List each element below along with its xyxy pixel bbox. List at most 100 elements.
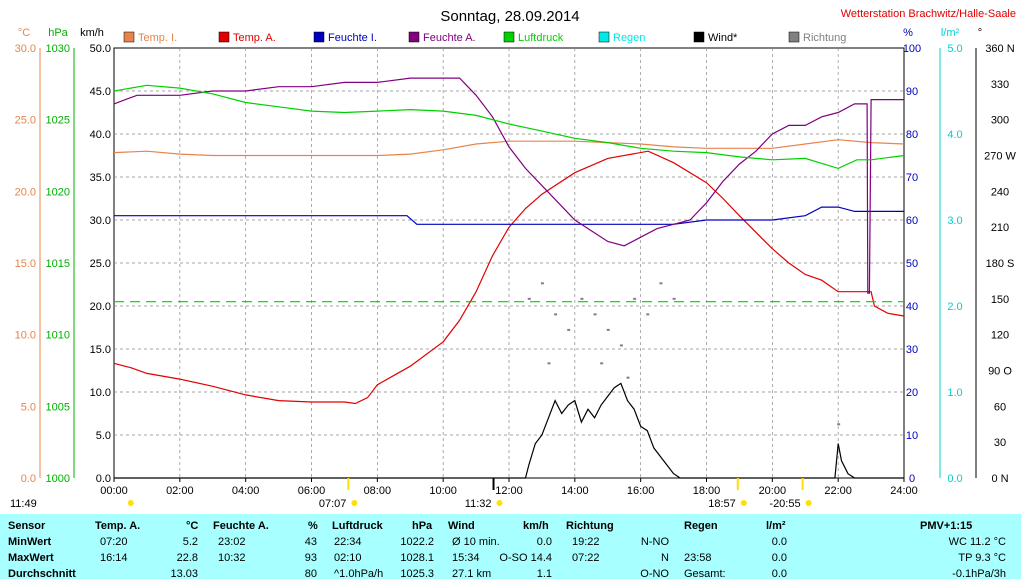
rain-axis-tick: 4.0 [947, 129, 962, 141]
direction-axis-tick: 330 [991, 79, 1009, 91]
humidity-axis-tick: 90 [906, 86, 918, 98]
stats-cell-press-time: 02:10 [334, 552, 362, 564]
stats-header-humidity: Feuchte A. [213, 520, 269, 532]
stats-cell-press-val: 1028.1 [400, 552, 434, 564]
stats-header-pmv: PMV+1:15 [920, 520, 973, 532]
station-name: Wetterstation Brachwitz/Halle-Saale [841, 8, 1016, 20]
stats-cell-dir-time: 07:22 [572, 552, 600, 564]
stats-header-direction: Richtung [566, 520, 614, 532]
x-tick-label: 02:00 [166, 485, 194, 497]
sun-icon [805, 500, 812, 506]
direction-axis-tick: 210 [991, 222, 1009, 234]
stats-cell-wind-val: O-SO 14.4 [499, 552, 552, 564]
x-tick-label: 14:00 [561, 485, 589, 497]
series-line-temp-a [113, 150, 905, 405]
wind-axis-tick: 10.0 [90, 387, 111, 399]
wind-axis-tick: 5.0 [96, 430, 111, 442]
legend-swatch-6 [693, 31, 705, 43]
stats-cell-temp-val: 13.03 [170, 568, 198, 580]
rain-axis-tick: 0.0 [947, 473, 962, 485]
legend-swatch-5 [598, 31, 610, 43]
stats-header-rain-unit: l/m² [766, 520, 786, 532]
sun-markers: 11:49 07:07 11:32 18:57 -20:55 [10, 478, 812, 510]
direction-point [646, 313, 650, 316]
temp-axis-tick: 25.0 [15, 115, 36, 127]
rain-axis-tick: 5.0 [947, 43, 962, 55]
pressure-axis-tick: 1030 [46, 43, 70, 55]
series-line-feuchte-a [113, 77, 904, 294]
direction-point [619, 344, 623, 347]
direction-axis-tick: 120 [991, 330, 1009, 342]
temp-axis-tick: 30.0 [15, 43, 36, 55]
humidity-axis-tick: 20 [906, 387, 918, 399]
legend-swatch-1 [218, 31, 230, 43]
legend-label-2: Feuchte I. [328, 32, 377, 44]
stats-cell-rain-time: Gesamt: [684, 568, 726, 580]
rain-axis-tick: 2.0 [947, 301, 962, 313]
legend-swatch-3 [408, 31, 420, 43]
direction-axis-tick: 60 [994, 401, 1006, 413]
legend-label-0: Temp. I. [138, 32, 177, 44]
stats-header-temp: Temp. A. [95, 520, 141, 532]
stats-row-durchschnitt: Durchschnitt 13.03 80 ^1.0hPa/h 1025.3 27.1 k… [0, 566, 1021, 582]
direction-axis-tick: 300 [991, 115, 1009, 127]
stats-cell-label: MaxWert [8, 552, 54, 564]
humidity-axis-tick: 60 [906, 215, 918, 227]
stats-cell-press-val: 1022.2 [400, 536, 434, 548]
direction-point [633, 297, 637, 300]
x-tick-label: 18:00 [693, 485, 721, 497]
chart-title: Sonntag, 28.09.2014 [440, 8, 579, 25]
legend: Temp. I. Temp. A. Feuchte I. Feuchte A. Luft… [123, 31, 846, 44]
humidity-axis-tick: 40 [906, 301, 918, 313]
humidity-unit-label: % [903, 27, 913, 39]
humidity-axis-tick: 80 [906, 129, 918, 141]
humidity-axis-tick: 30 [906, 344, 918, 356]
x-tick-label: 20:00 [759, 485, 787, 497]
legend-swatch-4 [503, 31, 515, 43]
stats-cell-temp-time: 16:14 [100, 552, 128, 564]
temp-unit-label: °C [18, 27, 30, 39]
pressure-axis-tick: 1005 [46, 401, 70, 413]
stats-header-humidity-unit: % [308, 520, 318, 532]
direction-axis-tick: 180 S [986, 258, 1015, 270]
direction-point [600, 362, 604, 365]
pressure-unit-label: hPa [48, 27, 68, 39]
weather-chart: Sonntag, 28.09.2014 Wetterstation Brachw… [10, 8, 1017, 510]
direction-point [580, 297, 584, 300]
direction-point [540, 282, 544, 285]
stats-cell-label: MinWert [8, 536, 52, 548]
wind-axis-tick: 25.0 [90, 258, 111, 270]
wind-unit-label: km/h [80, 27, 104, 39]
wind-axis-tick: 35.0 [90, 172, 111, 184]
rain-axis-tick: 3.0 [947, 215, 962, 227]
temp-axis-tick: 15.0 [15, 258, 36, 270]
stats-header-row: Sensor Temp. A. °C Feuchte A. % Luftdruc… [0, 518, 1021, 534]
stats-cell-pmv: TP 9.3 °C [958, 552, 1006, 564]
stats-cell-wind-val: 0.0 [536, 536, 552, 548]
stats-cell-rain-val: 0.0 [771, 552, 787, 564]
direction-point [554, 313, 558, 316]
stats-header-temp-unit: °C [186, 520, 199, 532]
stats-cell-rain-val: 0.0 [771, 568, 787, 580]
sun-marker-label: -20:55 [769, 498, 800, 510]
stats-cell-rain-time: 23:58 [684, 552, 712, 564]
stats-cell-hum-val: 80 [304, 568, 317, 580]
x-tick-label: 22:00 [824, 485, 852, 497]
series-line-wind [114, 382, 904, 479]
x-tick-label: 12:00 [495, 485, 523, 497]
sun-marker-label: 11:32 [465, 498, 492, 510]
legend-label-7: Richtung [803, 32, 846, 44]
wind-axis-tick: 30.0 [90, 215, 111, 227]
x-tick-label: 10:00 [429, 485, 457, 497]
pressure-axis-tick: 1015 [46, 258, 70, 270]
stats-cell-temp-val: 22.8 [176, 552, 198, 564]
stats-cell-hum-time: 23:02 [218, 536, 246, 548]
legend-label-3: Feuchte A. [423, 32, 476, 44]
direction-point [606, 328, 610, 331]
stats-cell-pmv: -0.1hPa/3h [952, 568, 1006, 580]
stats-cell-press-val: 1025.3 [400, 568, 434, 580]
direction-point [547, 362, 551, 365]
stats-panel: Sensor Temp. A. °C Feuchte A. % Luftdruc… [0, 514, 1021, 582]
stats-cell-press-time: ^1.0hPa/h [334, 568, 384, 580]
stats-cell-dir-val: N [661, 552, 669, 564]
